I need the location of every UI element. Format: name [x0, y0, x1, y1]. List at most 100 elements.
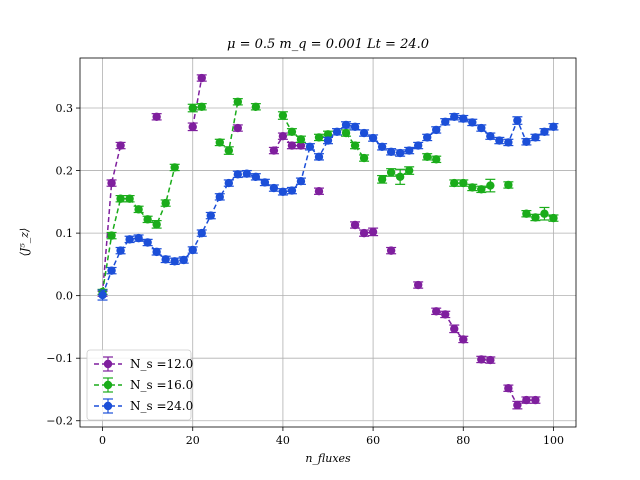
data-point	[161, 255, 169, 263]
data-point	[189, 104, 197, 112]
data-point	[468, 118, 476, 126]
data-point	[116, 246, 124, 254]
data-point	[225, 179, 233, 187]
data-point	[234, 124, 242, 132]
y-tick-label: 0.2	[56, 165, 74, 178]
data-point	[441, 310, 449, 318]
data-point	[98, 291, 106, 299]
data-point	[170, 257, 178, 265]
legend-label: N_s =24.0	[130, 399, 193, 413]
data-point	[378, 175, 386, 183]
data-point	[360, 129, 368, 137]
data-point	[234, 170, 242, 178]
legend-label: N_s =16.0	[130, 378, 193, 392]
data-point	[531, 133, 539, 141]
data-point	[477, 185, 485, 193]
data-point	[486, 356, 494, 364]
data-point	[342, 129, 350, 137]
data-point	[450, 179, 458, 187]
y-tick-label: 0.0	[56, 290, 74, 303]
data-point	[152, 220, 160, 228]
x-tick-label: 0	[99, 434, 106, 447]
data-point	[279, 188, 287, 196]
data-point	[125, 195, 133, 203]
data-point	[522, 210, 530, 218]
data-point	[360, 154, 368, 162]
data-point	[116, 141, 124, 149]
data-point	[522, 396, 530, 404]
data-point	[107, 266, 115, 274]
data-point	[468, 183, 476, 191]
data-point	[189, 123, 197, 131]
data-point	[450, 325, 458, 333]
data-point	[107, 179, 115, 187]
y-tick-label: −0.1	[46, 352, 73, 365]
data-point	[143, 238, 151, 246]
data-point	[315, 153, 323, 161]
data-point	[306, 143, 314, 151]
data-point	[486, 181, 494, 189]
data-point	[189, 246, 197, 254]
data-point	[288, 141, 296, 149]
x-tick-label: 100	[543, 434, 564, 447]
data-point	[198, 229, 206, 237]
data-point	[342, 121, 350, 129]
x-tick-label: 40	[276, 434, 290, 447]
x-tick-label: 20	[186, 434, 200, 447]
data-point	[297, 135, 305, 143]
data-point	[459, 114, 467, 122]
data-point	[297, 177, 305, 185]
data-point	[234, 98, 242, 106]
data-point	[522, 138, 530, 146]
y-tick-label: −0.2	[46, 415, 73, 428]
data-point	[459, 179, 467, 187]
data-point	[207, 211, 215, 219]
data-point	[152, 113, 160, 121]
data-point	[134, 205, 142, 213]
data-point	[180, 256, 188, 264]
data-point	[243, 170, 251, 178]
data-point	[351, 221, 359, 229]
data-point	[378, 143, 386, 151]
data-point	[270, 146, 278, 154]
data-point	[549, 214, 557, 222]
data-point	[459, 335, 467, 343]
data-point	[351, 141, 359, 149]
data-point	[152, 248, 160, 256]
data-point	[486, 132, 494, 140]
data-point	[504, 138, 512, 146]
data-point	[387, 246, 395, 254]
data-point	[414, 281, 422, 289]
data-point	[198, 103, 206, 111]
data-point	[477, 355, 485, 363]
data-point	[216, 193, 224, 201]
legend-label: N_s =12.0	[130, 357, 193, 371]
x-axis-label: n_fluxes	[305, 452, 351, 465]
data-point	[432, 155, 440, 163]
legend-items: N_s =12.0 N_s =16.0 N_s =24.0	[94, 357, 193, 413]
data-point	[369, 134, 377, 142]
data-point	[477, 124, 485, 132]
data-point	[405, 146, 413, 154]
legend-marker	[104, 360, 112, 368]
data-point	[333, 128, 341, 136]
data-point	[432, 126, 440, 134]
data-point	[288, 128, 296, 136]
data-point	[270, 184, 278, 192]
data-point	[225, 146, 233, 154]
data-point	[414, 141, 422, 149]
data-point	[261, 178, 269, 186]
data-point	[450, 113, 458, 121]
legend-marker	[104, 381, 112, 389]
data-point	[504, 181, 512, 189]
data-point	[423, 153, 431, 161]
data-point	[531, 396, 539, 404]
data-point	[216, 138, 224, 146]
legend: N_s =12.0 N_s =16.0 N_s =24.0	[87, 350, 193, 420]
data-point	[513, 401, 521, 409]
y-tick-label: 0.1	[56, 227, 74, 240]
data-point	[396, 149, 404, 157]
data-point	[432, 307, 440, 315]
data-point	[116, 195, 124, 203]
